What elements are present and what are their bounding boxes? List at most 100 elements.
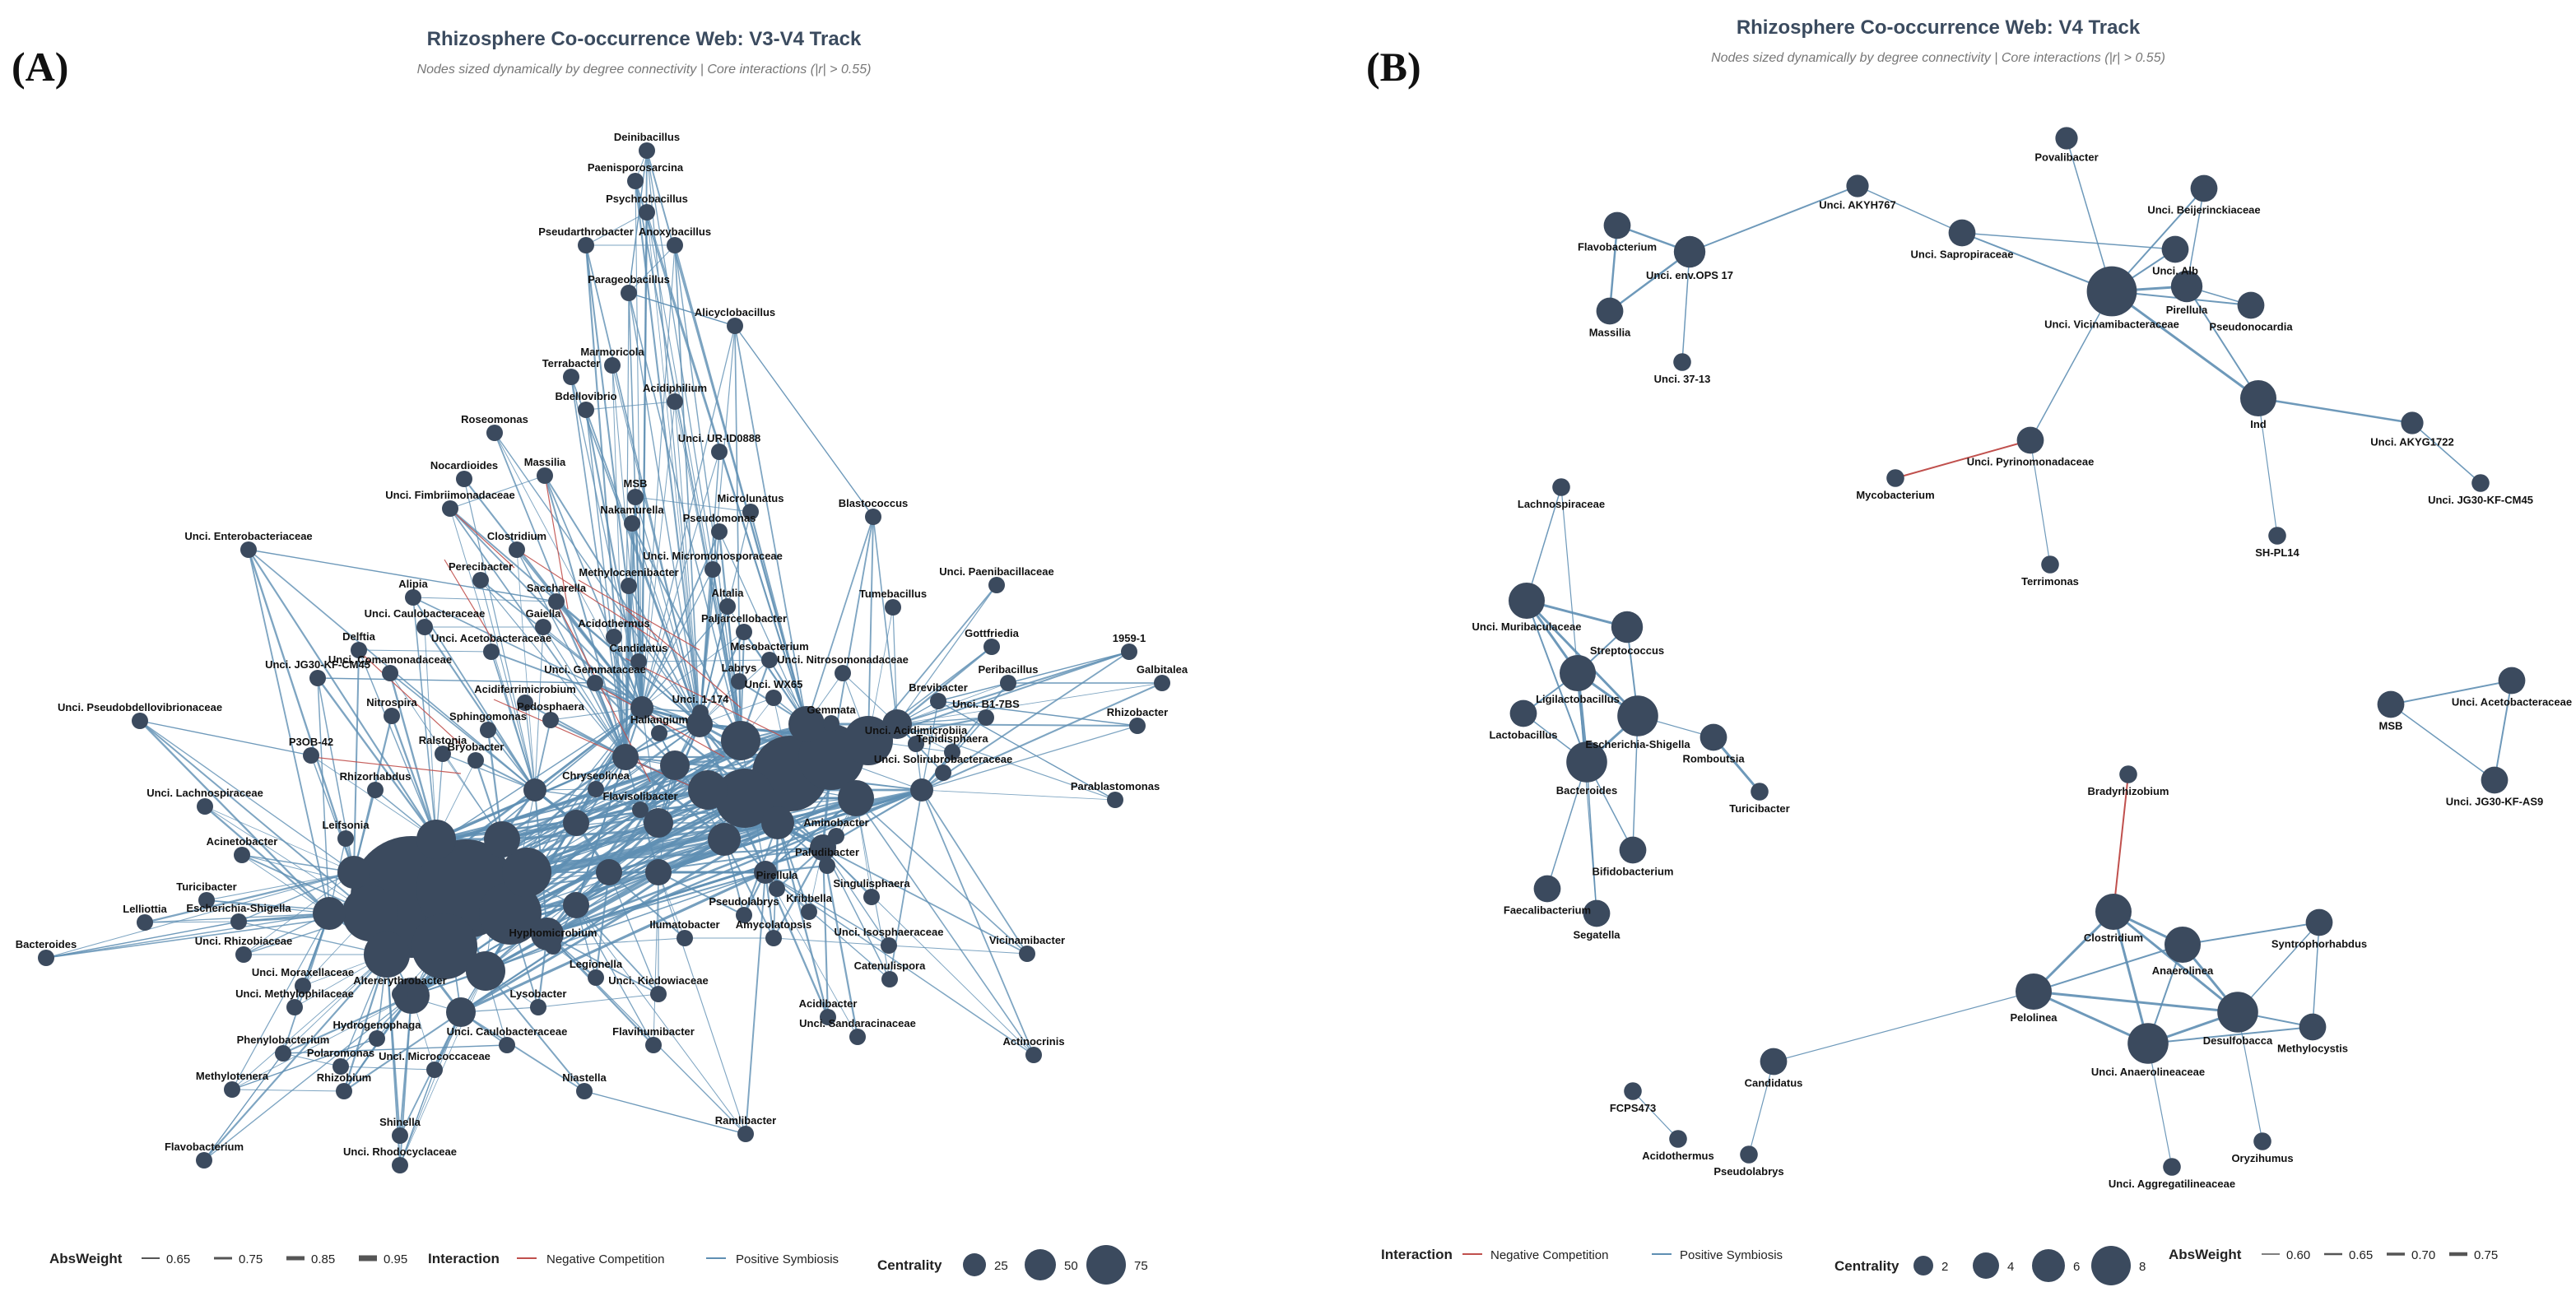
legend-centrality-label: 75: [1134, 1259, 1148, 1273]
node-label: Peribacillus: [979, 663, 1039, 676]
network-node: [704, 561, 721, 578]
panel-a-subtitle: Nodes sized dynamically by degree connec…: [416, 63, 872, 77]
edge-positive: [2113, 910, 2239, 1014]
node-label: Sphingomonas: [449, 710, 527, 723]
network-node: [499, 1037, 515, 1053]
network-node: [545, 938, 561, 955]
node-label: Ligilactobacillus: [1536, 693, 1620, 705]
edge-positive: [241, 854, 330, 914]
legend-centrality-label: 6: [2073, 1260, 2080, 1274]
legend-centrality-circle: [963, 1253, 986, 1276]
network-node: [1552, 478, 1570, 496]
node-label: Unci. Beijerinckiaceae: [2147, 203, 2260, 216]
network-node: [480, 722, 496, 738]
hub-node: [596, 859, 622, 885]
network-node: [2471, 474, 2490, 492]
edge-positive: [238, 921, 388, 955]
edge-positive: [613, 636, 643, 709]
panel-a: (A) Rhizosphere Co-occurrence Web: V3-V4…: [12, 28, 1188, 1285]
legend-centrality-circle: [1973, 1252, 1999, 1279]
edge-positive: [1857, 185, 1963, 234]
node-label: P3OB-42: [289, 736, 333, 748]
network-node: [1000, 675, 1016, 691]
node-label: Psychrobacillus: [606, 193, 688, 205]
node-label: Methylocystis: [2277, 1042, 2348, 1054]
edge-positive: [203, 995, 412, 1161]
edge-positive: [45, 921, 239, 959]
node-label: Segatella: [1573, 928, 1620, 941]
edge-positive: [855, 797, 1035, 1056]
edge-positive: [45, 871, 355, 959]
edge-positive: [2257, 397, 2413, 425]
edge-positive: [2033, 944, 2183, 992]
edge-positive: [888, 945, 1028, 955]
legend-centrality-title: Centrality: [877, 1257, 942, 1273]
edge-positive: [921, 725, 1138, 791]
hub-node: [502, 848, 551, 897]
node-label: Unci. Acidimicrobiia: [865, 724, 968, 736]
edge-positive: [2494, 680, 2513, 781]
edge-positive: [712, 569, 742, 741]
edge-positive: [248, 549, 330, 914]
legend-weight-label: 0.85: [311, 1252, 335, 1266]
network-node: [509, 541, 525, 558]
legend-centrality-title: Centrality: [1834, 1258, 1899, 1274]
node-label: Unci. Acetobacteraceae: [2452, 695, 2572, 708]
node-label: Pseudonocardia: [2209, 320, 2293, 332]
edge-positive: [628, 292, 742, 741]
edge-positive: [1961, 232, 2113, 292]
node-label: Vicinamibacter: [989, 934, 1065, 946]
node-label: Unci. Pyrinomonadaceae: [1967, 455, 2095, 467]
edge-positive: [921, 682, 1163, 791]
network-node: [1533, 875, 1561, 903]
edge-positive: [516, 549, 536, 791]
edge-positive: [203, 954, 388, 1161]
network-node: [742, 504, 759, 520]
edge-positive: [821, 847, 859, 1038]
node-label: Saccharella: [527, 582, 587, 594]
network-node: [1886, 469, 1904, 487]
network-node: [727, 318, 743, 334]
hub-node: [630, 696, 653, 719]
edge-positive: [317, 677, 330, 914]
node-label: Unci. WX65: [745, 678, 803, 690]
edge-positive: [584, 244, 627, 758]
legend-centrality-circle: [1913, 1256, 1933, 1275]
edge-positive: [584, 1090, 746, 1135]
edge-positive: [516, 549, 626, 758]
edge-positive: [641, 631, 745, 709]
network-node: [392, 1157, 408, 1173]
edge-positive: [231, 954, 388, 1090]
edge-positive: [231, 1089, 345, 1092]
node-label: Niastella: [562, 1071, 607, 1084]
node-label: Oryzihumus: [2231, 1152, 2293, 1164]
node-label: FCPS473: [1610, 1102, 1656, 1114]
network-node: [542, 712, 559, 728]
network-node: [2086, 266, 2137, 317]
node-label: Nocardioides: [430, 459, 498, 472]
node-label: Unci. Fimbriimonadaceae: [385, 489, 515, 501]
edge-positive: [611, 365, 643, 709]
hub-node: [715, 769, 774, 828]
edge-positive: [1748, 1061, 1774, 1155]
edge-positive: [806, 516, 874, 725]
edge-positive: [1560, 486, 1579, 674]
edge-positive: [1577, 672, 1597, 914]
edge-positive: [550, 707, 643, 721]
edge-positive: [2257, 397, 2278, 537]
edge-positive: [635, 496, 751, 513]
node-label: Unci. Comamonadaceae: [328, 653, 452, 666]
edge-positive: [2147, 1026, 2313, 1044]
edge-positive: [449, 475, 546, 509]
node-label: Unci. Lachnospiraceae: [146, 787, 263, 799]
edge-positive: [1961, 232, 2176, 250]
network-node: [978, 709, 994, 726]
edge-positive: [238, 871, 355, 922]
network-node: [1673, 235, 1706, 268]
network-node: [392, 986, 408, 1002]
network-node: [2170, 270, 2203, 303]
node-label: Rhizobium: [317, 1071, 371, 1084]
network-node: [667, 237, 683, 253]
network-a: Deinibacillus Paenisporosarcina Psychrobac…: [16, 131, 1188, 1285]
edge-positive: [204, 806, 330, 914]
